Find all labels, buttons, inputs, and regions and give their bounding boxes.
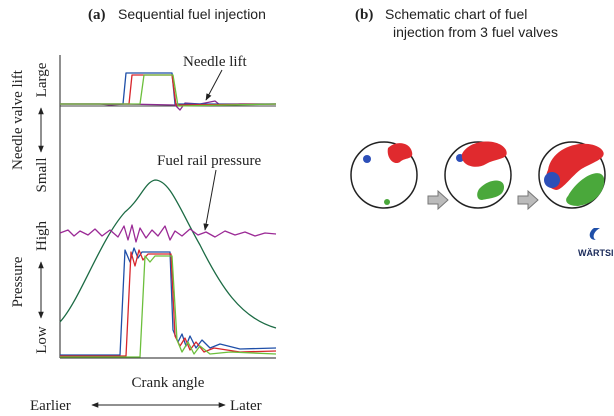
panel-label: (b) — [355, 7, 373, 23]
x-label: Later — [230, 398, 262, 414]
cylinder — [351, 142, 417, 208]
trace — [60, 75, 276, 106]
x-label: Earlier — [30, 398, 71, 414]
trace — [60, 73, 276, 104]
trace — [60, 75, 276, 105]
annotation: Needle lift — [183, 54, 248, 70]
trace — [60, 225, 276, 242]
figure: (a) Sequential fuel injection Needle lif… — [0, 0, 614, 416]
trace — [60, 256, 276, 357]
trace — [60, 248, 276, 355]
pointer — [206, 70, 222, 100]
panel-b: (b) Schematic chart of fuel injection fr… — [351, 6, 614, 258]
logo: WÄRTSILÄ — [578, 248, 614, 258]
panel-title: Schematic chart of fuel — [385, 6, 527, 22]
panel-a: (a) Sequential fuel injection Needle lif… — [10, 6, 276, 414]
y-label: Small — [34, 157, 50, 192]
y-label: Low — [34, 326, 50, 354]
panel-label: (a) — [88, 7, 106, 23]
cylinder — [445, 141, 511, 208]
cylinder — [539, 142, 605, 208]
pointer — [205, 170, 216, 230]
y-label: High — [34, 221, 50, 252]
x-label: Crank angle — [132, 375, 205, 391]
step-arrow — [428, 191, 448, 209]
panel-title: Sequential fuel injection — [118, 6, 266, 22]
step-arrow — [518, 191, 538, 209]
logo-mark — [590, 228, 600, 240]
y-label: Pressure — [10, 256, 26, 307]
panel-title: injection from 3 fuel valves — [393, 24, 558, 40]
y-label: Large — [34, 62, 50, 97]
y-label: Needle valve lift — [10, 69, 26, 170]
annotation: Fuel rail pressure — [157, 153, 261, 169]
